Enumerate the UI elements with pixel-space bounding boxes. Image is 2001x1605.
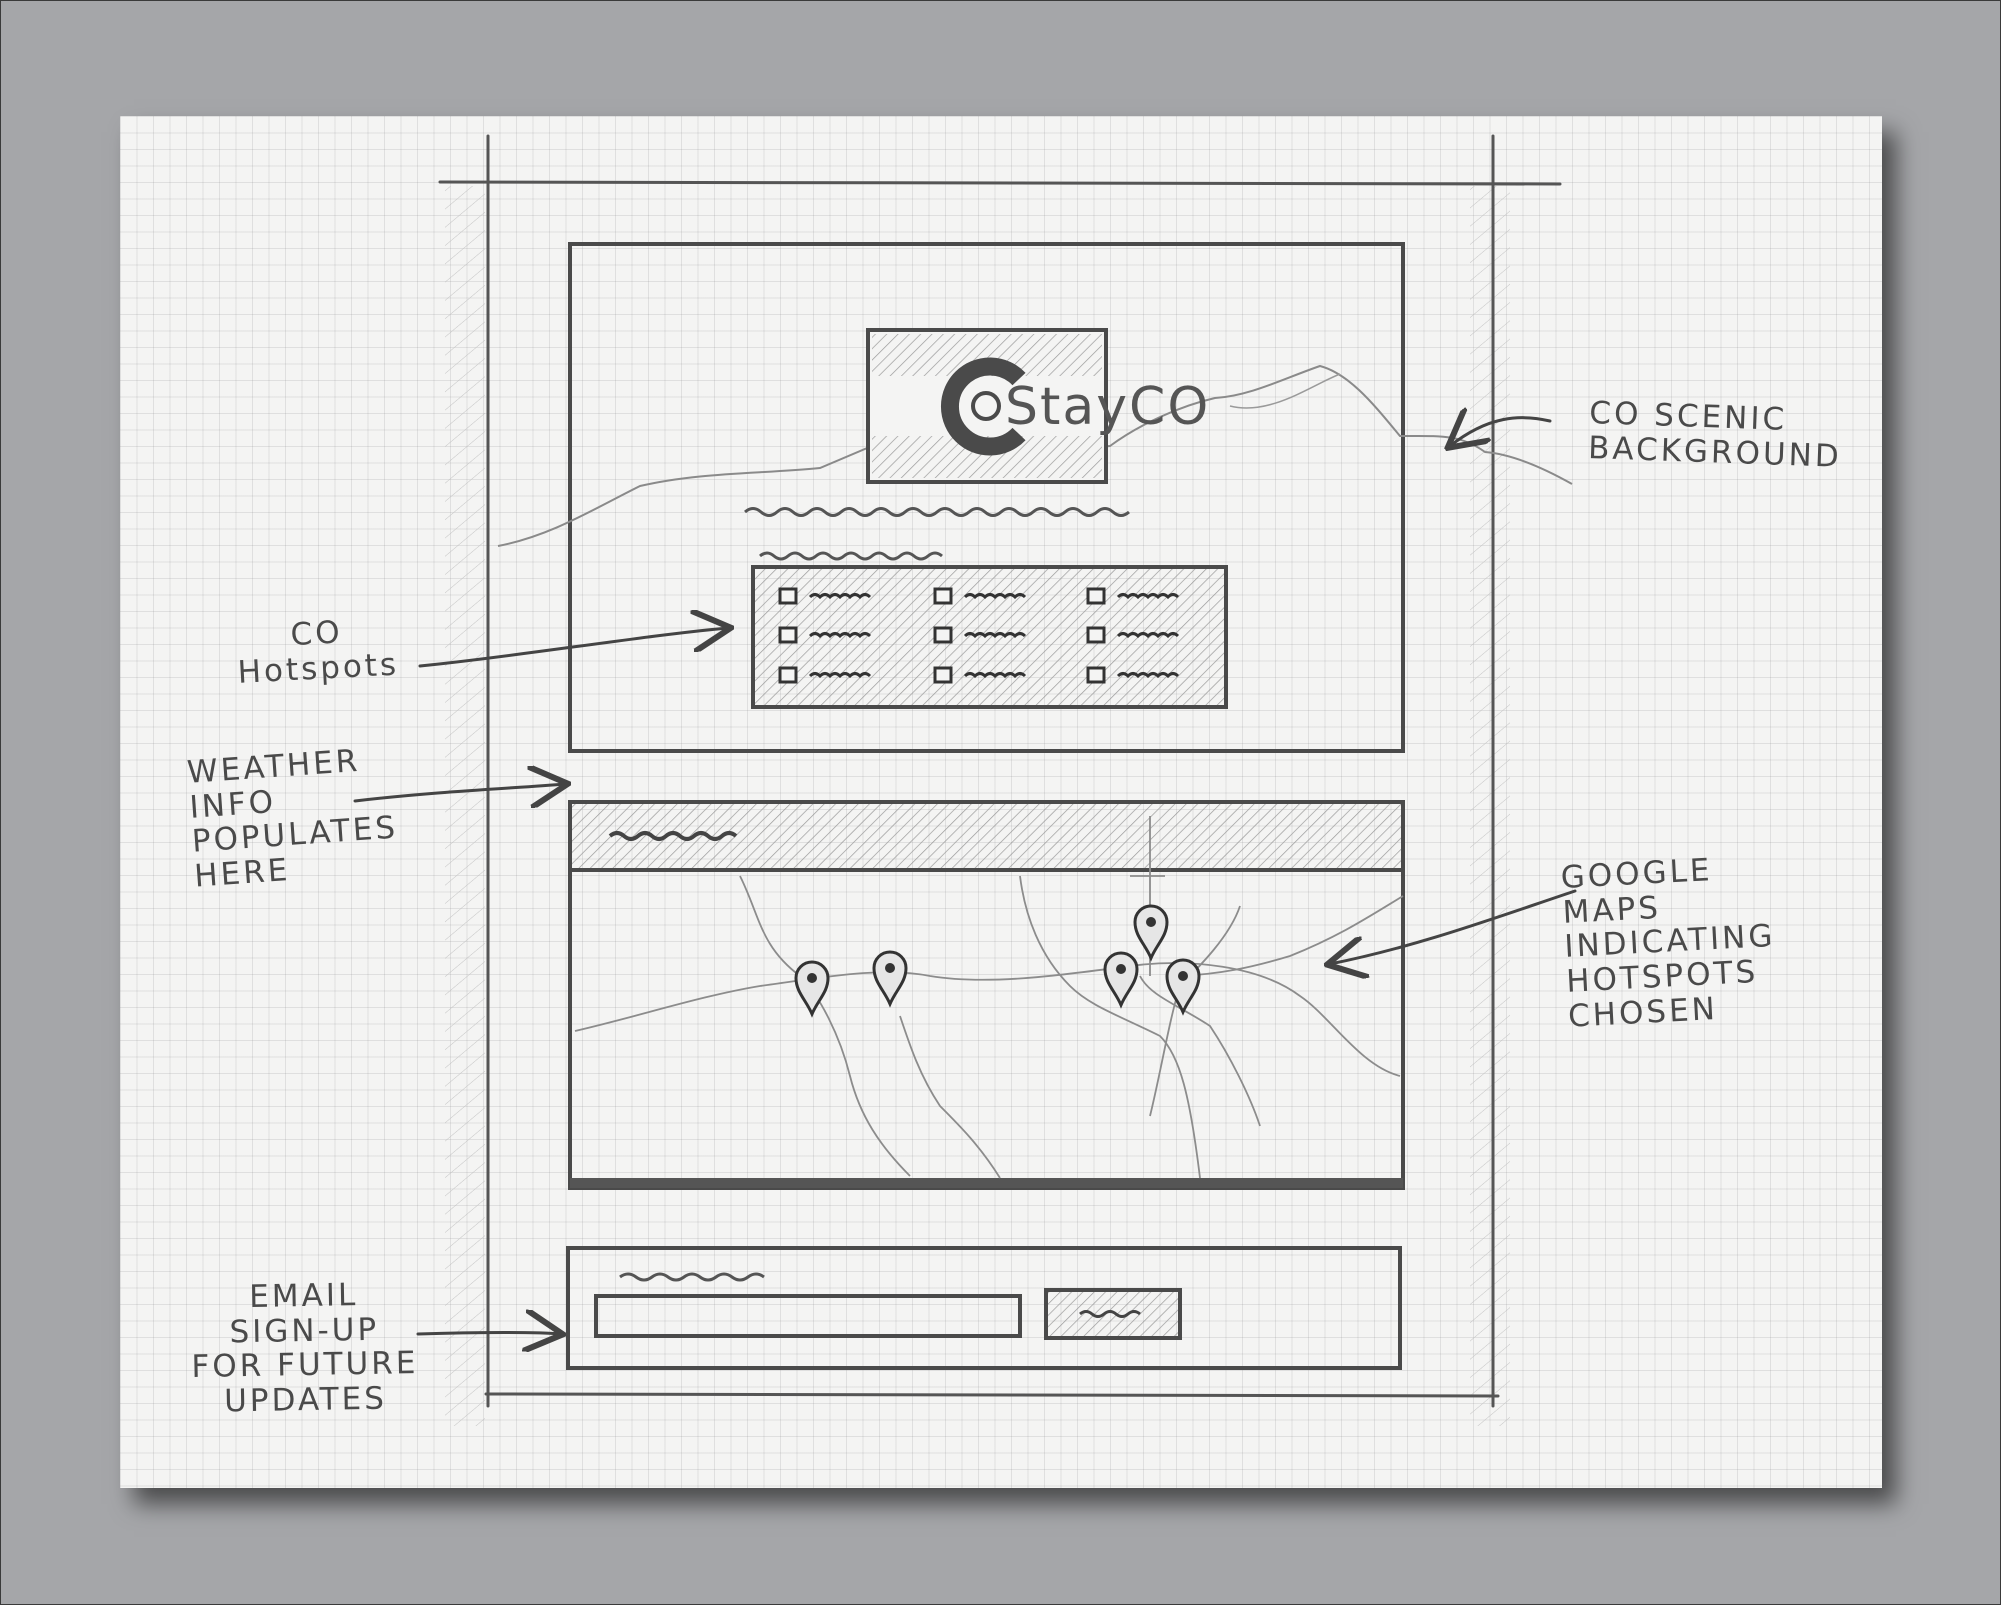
left-margin-shading [445,186,485,1426]
map-markers [794,904,1201,1018]
email-annotation: EMAIL SIGN-UP FOR FUTURE UPDATES [191,1277,419,1420]
hotspots-annotation: CO Hotspots [236,614,400,691]
map-pin-icon [872,950,908,1008]
scenic-background-annotation: CO SCENIC BACKGROUND [1587,395,1843,475]
weather-annotation: WEATHER INFO POPULATES HERE [185,742,400,895]
maps-annotation: GOOGLE MAPS INDICATING HOTSPOTS CHOSEN [1559,852,1777,1035]
hotspots-heading-scribble [759,551,943,561]
hotspot-label-scribble [963,672,1027,679]
hotspot-checkbox [1086,666,1106,684]
email-heading-scribble [619,1272,765,1282]
sketch-paper: StayCO CO SCENIC BACKGROUND CO Hotspots … [120,116,1882,1488]
hotspot-checkbox [933,587,953,605]
hotspot-label-scribble [808,593,872,600]
map-pin-icon [1165,958,1201,1016]
hotspot-checkbox [1086,626,1106,644]
map-pin-icon [1103,951,1139,1009]
map-pin-icon [794,960,830,1018]
wireframe-drawing [353,134,1577,1426]
map-pin-icon [1133,904,1169,962]
email-submit-button [1044,1288,1182,1340]
hotspot-label-scribble [1116,672,1180,679]
hotspot-label-scribble [1116,593,1180,600]
hotspot-label-scribble [963,632,1027,639]
hotspots-panel [751,565,1228,709]
colorado-flag-c-logo [866,328,1108,484]
hotspot-checkbox [778,666,798,684]
hotspot-checkbox [1086,587,1106,605]
hotspot-label-scribble [808,632,872,639]
map-roads [574,816,1404,1179]
hotspot-checkbox [933,626,953,644]
header-section [568,242,1405,753]
hotspot-checkbox-grid [778,587,1180,684]
hotspot-label-scribble [963,593,1027,600]
tagline-scribble [744,507,1130,517]
email-section [566,1246,1402,1370]
annotation-arrows [353,418,1577,1334]
hotspot-checkbox [778,587,798,605]
hotspot-checkbox [778,626,798,644]
hotspot-checkbox [933,666,953,684]
right-margin-shading [1470,186,1510,1426]
google-map [568,868,1405,1190]
email-input-box [594,1294,1022,1338]
hotspot-label-scribble [808,672,872,679]
hotspot-label-scribble [1116,632,1180,639]
brand-title: StayCO [1005,377,1211,437]
page-outline [438,134,1562,1408]
